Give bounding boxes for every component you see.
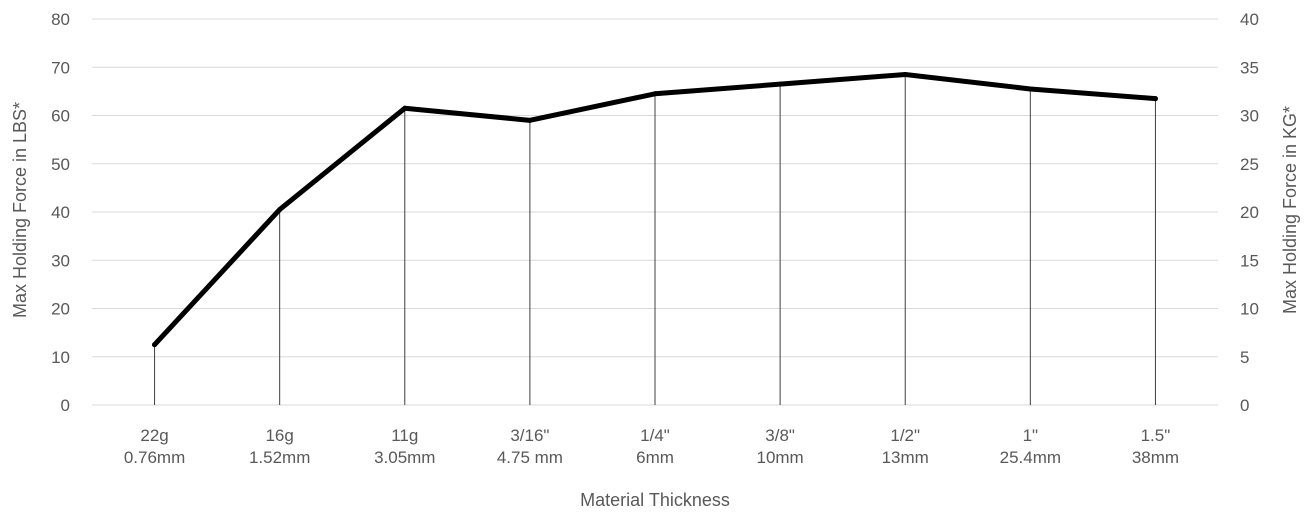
left-tick-label: 20	[51, 300, 70, 319]
data-point	[1027, 86, 1033, 92]
category-label: 1.5" 38mm	[1132, 426, 1179, 467]
right-tick-label: 35	[1240, 58, 1259, 77]
right-axis-ticks: 0 5 10 15 20 25 30 35 40	[1240, 10, 1259, 415]
right-tick-label: 40	[1240, 10, 1259, 29]
left-tick-label: 0	[61, 396, 70, 415]
data-point	[277, 207, 283, 213]
left-axis-title: Max Holding Force in LBS*	[10, 102, 30, 318]
data-point	[652, 91, 658, 97]
right-tick-label: 30	[1240, 107, 1259, 126]
drop-lines	[154, 74, 1156, 405]
data-point	[152, 342, 158, 348]
left-tick-label: 70	[51, 58, 70, 77]
series-layer	[152, 71, 1158, 348]
category-label: 22g 0.76mm	[124, 426, 185, 467]
x-axis-title: Material Thickness	[580, 490, 730, 510]
category-label: 3/8" 10mm	[756, 426, 803, 467]
left-axis-ticks: 0 10 20 30 40 50 60 70 80	[51, 10, 70, 415]
right-tick-label: 20	[1240, 203, 1259, 222]
category-label: 1" 25.4mm	[1000, 426, 1061, 467]
data-point	[777, 81, 783, 87]
left-tick-label: 30	[51, 251, 70, 270]
category-labels: 22g 0.76mm 16g 1.52mm 11g 3.05mm 3/16" 4.75 mm 1…	[124, 426, 1179, 467]
data-point	[527, 117, 533, 123]
right-tick-label: 10	[1240, 300, 1259, 319]
data-point	[902, 71, 908, 77]
right-tick-label: 5	[1240, 348, 1249, 367]
right-tick-label: 15	[1240, 251, 1259, 270]
data-point	[1152, 96, 1158, 102]
category-label: 16g 1.52mm	[249, 426, 310, 467]
right-axis-title: Max Holding Force in KG*	[1280, 106, 1300, 314]
right-tick-label: 25	[1240, 155, 1259, 174]
left-tick-label: 50	[51, 155, 70, 174]
left-tick-label: 60	[51, 107, 70, 126]
category-label: 11g 3.05mm	[374, 426, 435, 467]
category-label: 3/16" 4.75 mm	[497, 426, 563, 467]
left-tick-label: 40	[51, 203, 70, 222]
category-label: 1/2" 13mm	[882, 426, 929, 467]
right-tick-label: 0	[1240, 396, 1249, 415]
data-point	[402, 105, 408, 111]
left-tick-label: 10	[51, 348, 70, 367]
category-label: 1/4" 6mm	[636, 426, 674, 467]
left-tick-label: 80	[51, 10, 70, 29]
